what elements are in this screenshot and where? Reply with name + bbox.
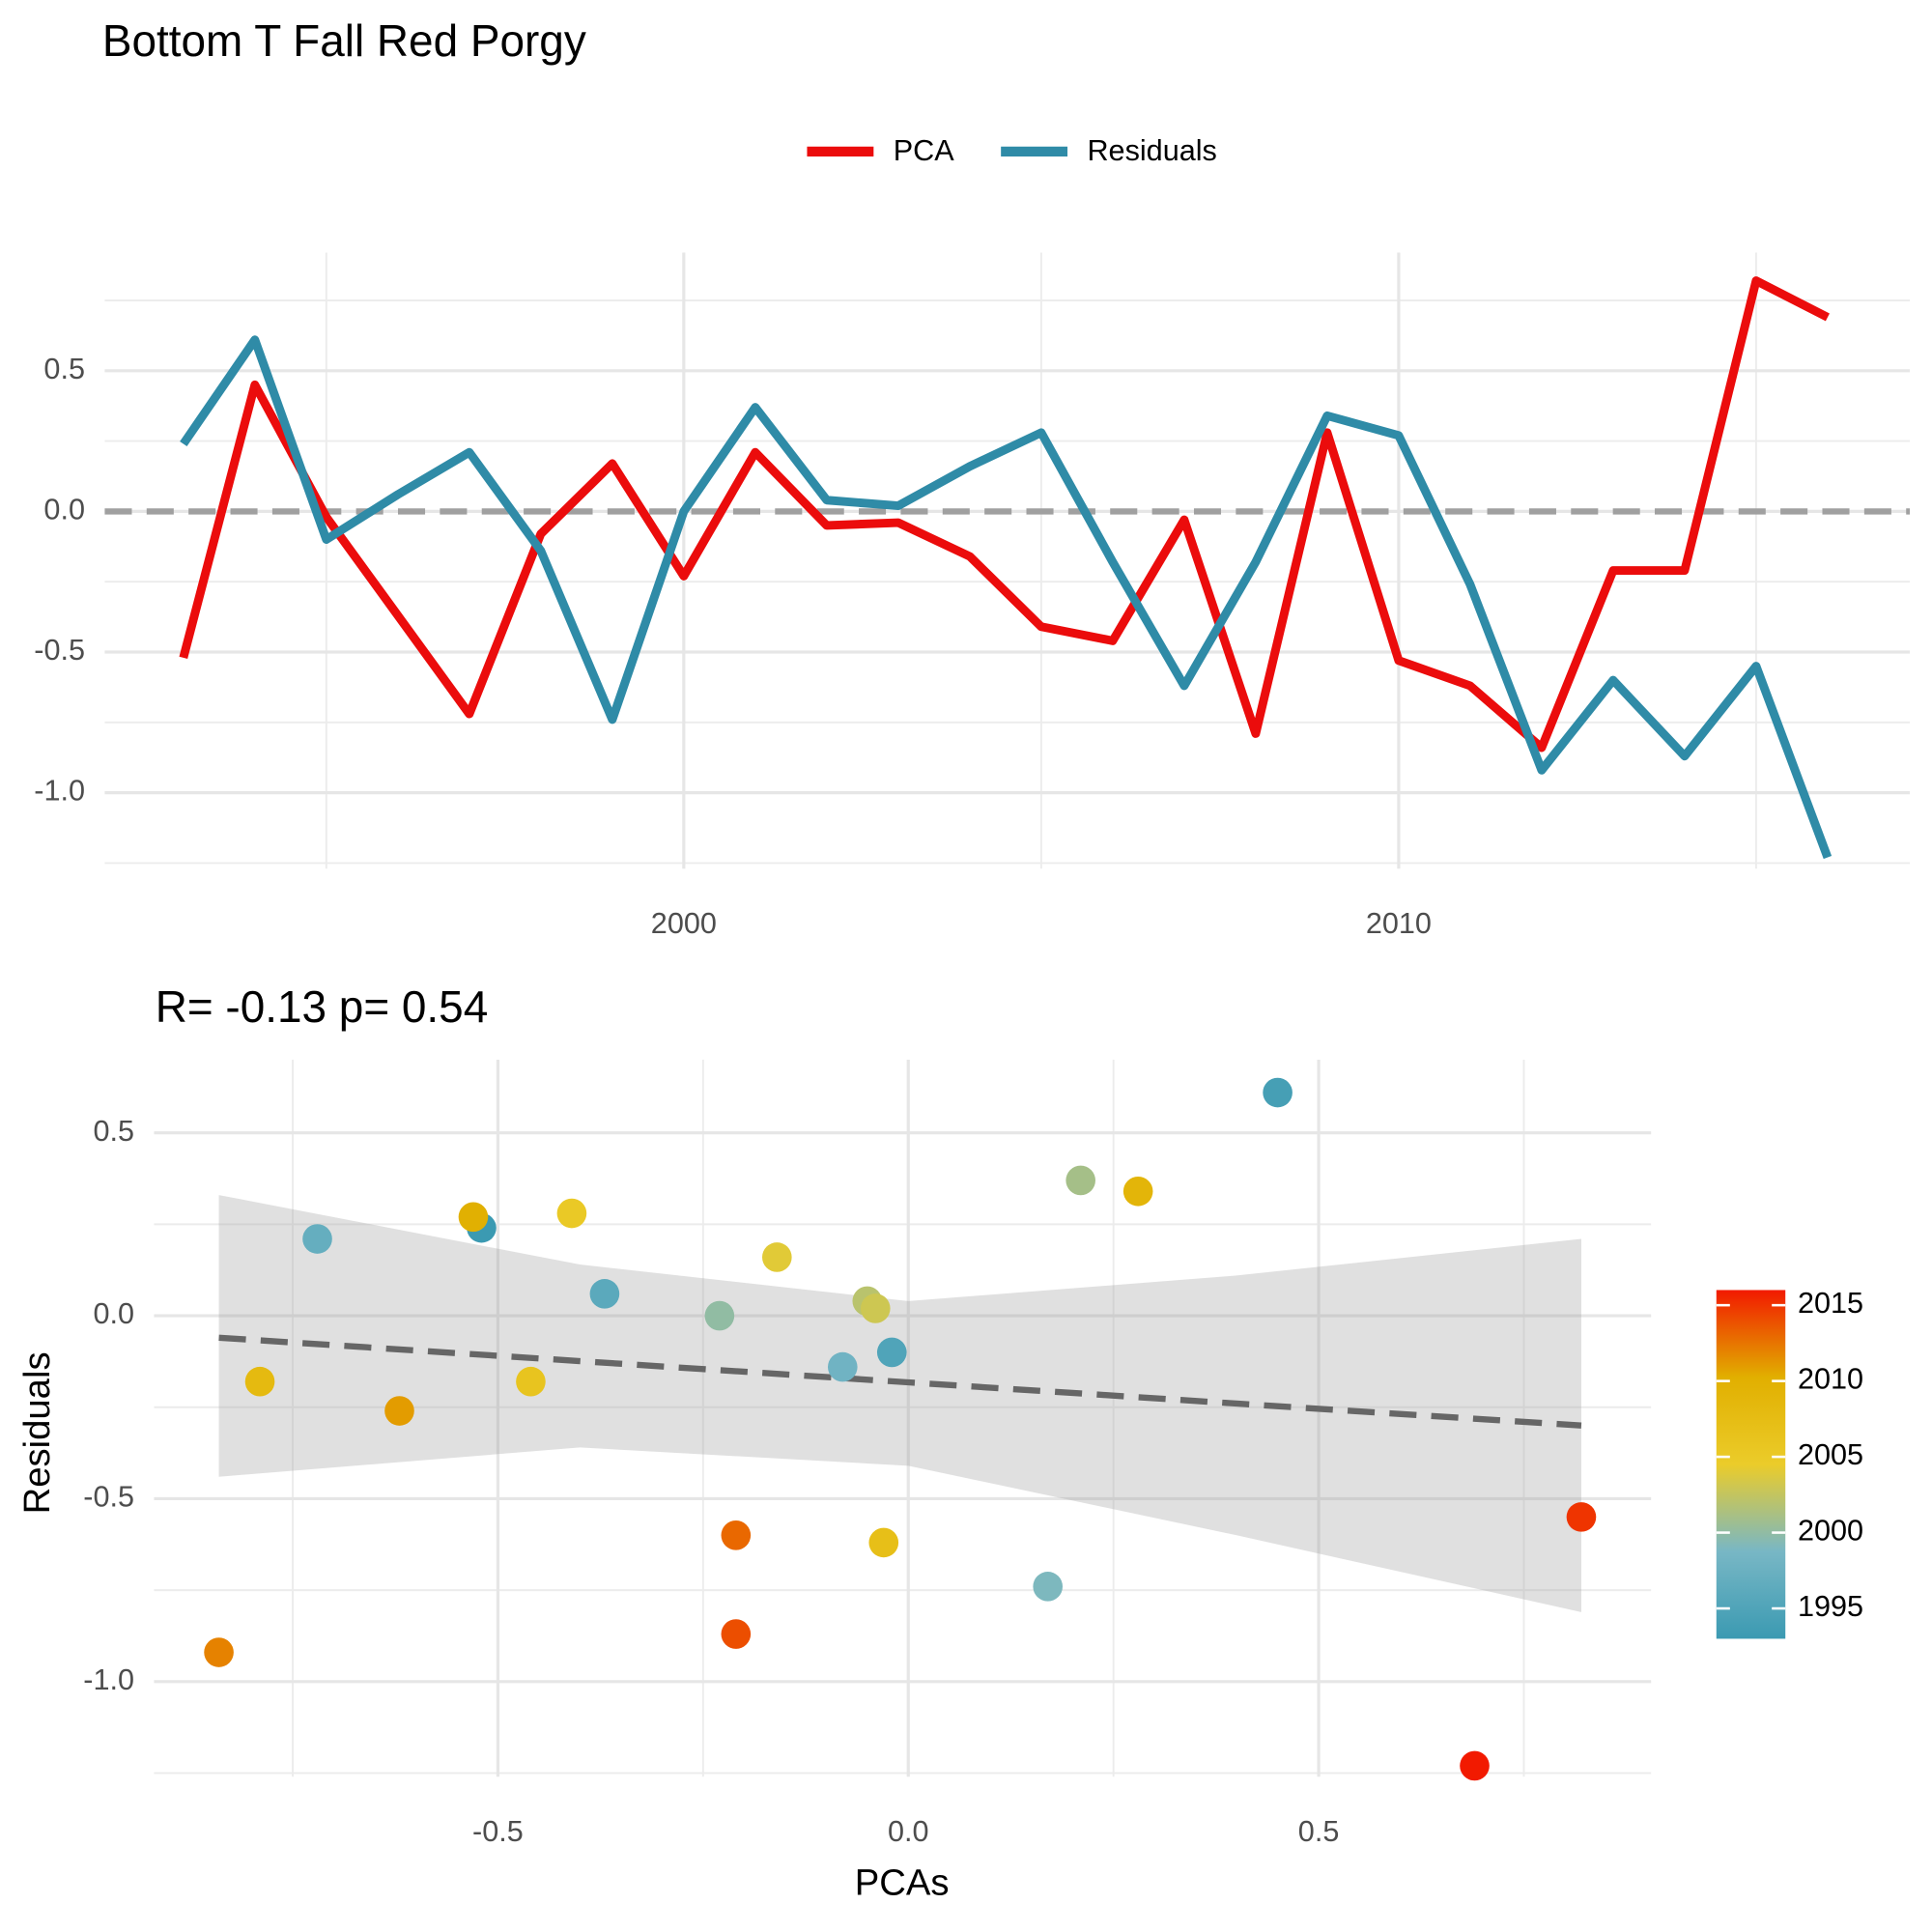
confidence-band (218, 1195, 1581, 1612)
point (762, 1242, 792, 1272)
y-tick-label: 0.0 (93, 1297, 134, 1330)
point (1263, 1077, 1293, 1108)
y-tick-label: -0.5 (83, 1481, 134, 1514)
x-tick-label: 2000 (651, 907, 717, 940)
y-tick-label: 0.5 (43, 353, 85, 385)
colorbar-label: 2010 (1798, 1363, 1863, 1396)
x-tick-label: 2010 (1366, 907, 1432, 940)
point (458, 1202, 489, 1233)
series-line (179, 276, 1830, 753)
point (868, 1527, 899, 1558)
point (1033, 1572, 1064, 1602)
colorbar-label: 1995 (1798, 1590, 1863, 1623)
point (1460, 1750, 1490, 1781)
colorbar (1716, 1290, 1786, 1639)
point (721, 1520, 752, 1550)
point (1122, 1176, 1153, 1207)
x-tick-label: 0.0 (888, 1815, 929, 1848)
colorbar-label: 2015 (1798, 1287, 1863, 1320)
point (589, 1279, 620, 1309)
point (704, 1300, 735, 1331)
annotation: R= -0.13 p= 0.54 (156, 981, 489, 1032)
fit-line (218, 1334, 1582, 1429)
legend-label: PCA (894, 134, 955, 167)
point (384, 1396, 414, 1426)
y-tick-label: -1.0 (34, 775, 85, 808)
y-tick-label: -0.5 (34, 634, 85, 667)
colorbar-label: 2005 (1798, 1438, 1863, 1471)
point (1065, 1165, 1095, 1196)
colorbar-label: 2000 (1798, 1515, 1863, 1548)
point (721, 1619, 752, 1649)
y-tick-label: -1.0 (83, 1663, 134, 1696)
point (516, 1366, 546, 1397)
x-tick-label: 0.5 (1298, 1815, 1340, 1848)
point (556, 1198, 587, 1229)
point (302, 1224, 332, 1254)
y-tick-label: 0.5 (93, 1115, 134, 1148)
chart-title: Bottom T Fall Red Porgy (102, 15, 586, 66)
legend-label: Residuals (1087, 134, 1216, 167)
y-tick-label: 0.0 (43, 493, 85, 526)
point (827, 1351, 858, 1382)
point (244, 1366, 275, 1397)
x-axis-label: PCAs (855, 1862, 950, 1904)
point (860, 1293, 891, 1323)
point (876, 1337, 907, 1368)
point (204, 1637, 234, 1667)
x-tick-label: -0.5 (472, 1815, 524, 1848)
series-line (180, 335, 1833, 860)
y-axis-label: Residuals (16, 1351, 58, 1514)
point (1566, 1502, 1597, 1532)
